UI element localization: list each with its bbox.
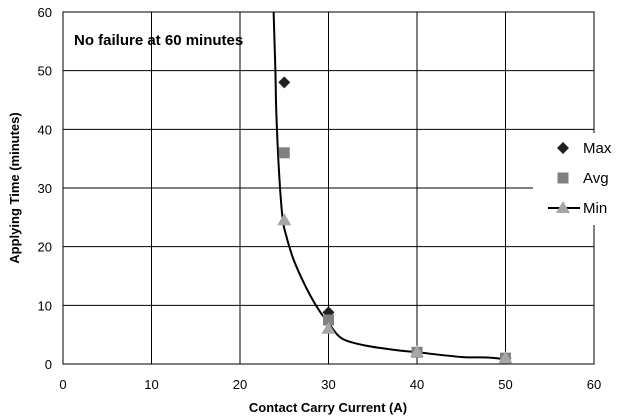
chart-annotation: No failure at 60 minutes <box>74 32 243 49</box>
legend-marker-max <box>557 142 569 154</box>
x-tick-label-3: 30 <box>321 377 335 392</box>
legend-label-min: Min <box>583 200 607 217</box>
legend-label-avg: Avg <box>583 170 609 187</box>
avg-point-1 <box>323 314 334 326</box>
y-tick-label-6: 60 <box>38 5 52 20</box>
x-tick-label-0: 0 <box>59 377 66 392</box>
x-tick-label-6: 60 <box>587 377 601 392</box>
x-tick-label-5: 50 <box>498 377 512 392</box>
max-point-0 <box>278 76 291 89</box>
y-tick-label-0: 0 <box>45 357 52 372</box>
x-tick-labels: 0 10 20 30 40 50 60 <box>59 377 601 392</box>
avg-point-0 <box>278 147 290 159</box>
legend-marker-min <box>556 201 570 213</box>
min-point-1 <box>321 321 336 334</box>
min-point-2 <box>410 345 424 358</box>
y-tick-label-1: 10 <box>38 298 52 313</box>
legend: Max Avg Min <box>533 133 621 225</box>
fit-curve <box>272 12 506 361</box>
x-tick-label-4: 40 <box>410 377 424 392</box>
min-point-0 <box>277 213 292 226</box>
legend-marker-avg <box>557 172 569 184</box>
y-tick-label-3: 30 <box>38 181 52 196</box>
y-tick-labels: 0 10 20 30 40 50 60 <box>38 5 52 372</box>
legend-box <box>533 133 621 225</box>
min-point-3 <box>498 351 513 364</box>
y-tick-label-5: 50 <box>38 64 52 79</box>
data-points <box>277 76 513 365</box>
x-axis-label: Contact Carry Current (A) <box>249 400 407 415</box>
legend-label-max: Max <box>583 140 612 157</box>
y-axis-label: Applying Time (minutes) <box>7 112 22 263</box>
x-tick-label-2: 20 <box>233 377 247 392</box>
y-tick-label-2: 20 <box>38 240 52 255</box>
x-tick-label-1: 10 <box>144 377 158 392</box>
fit-curve-layer <box>272 12 506 361</box>
y-tick-label-4: 40 <box>38 122 52 137</box>
